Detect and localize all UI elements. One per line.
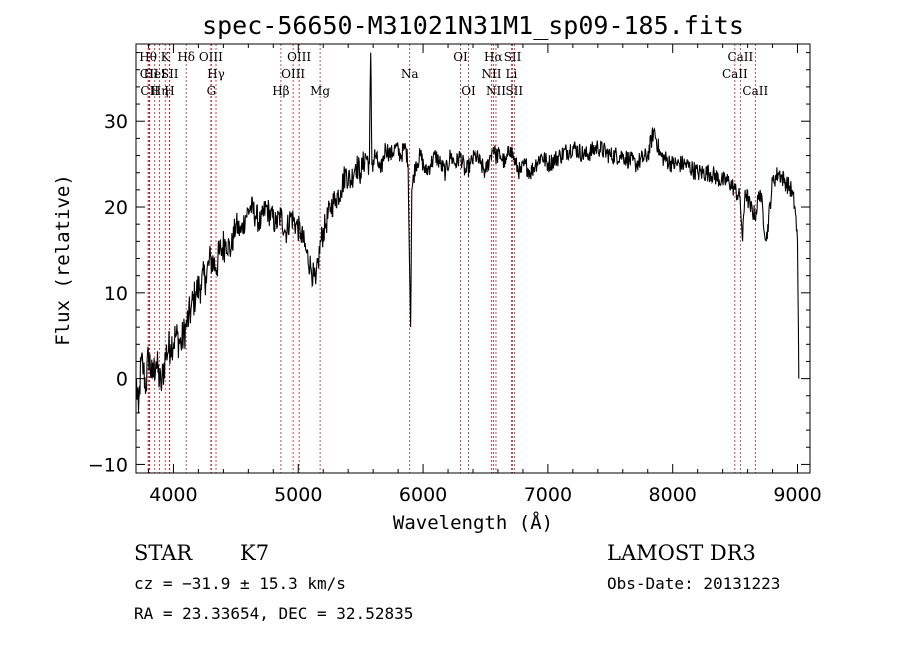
- spectral-line-label-27: CaII: [742, 84, 768, 98]
- redshift-velocity: cz = −31.9 ± 15.3 km/s: [134, 574, 346, 593]
- observation-date: Obs-Date: 20131223: [607, 574, 780, 593]
- y-tick-label-1: 0: [116, 369, 128, 391]
- x-axis-label: Wavelength (Å): [393, 511, 553, 534]
- spectral-line-label-19: Hα: [484, 50, 503, 64]
- survey-name: LAMOST DR3: [607, 541, 756, 565]
- subclass: K7: [240, 541, 269, 565]
- spectral-line-label-9: OIII: [199, 50, 223, 64]
- x-tick-label-0: 4000: [149, 484, 197, 506]
- spectral-line-label-22: SII: [504, 50, 522, 64]
- chart-title: spec-56650-M31021N31M1_sp09-185.fits: [202, 11, 744, 40]
- x-tick-label-2: 6000: [399, 484, 447, 506]
- y-axis-label: Flux (relative): [52, 174, 74, 346]
- flux-series-line: [135, 52, 800, 413]
- spectral-line-label-24: SII: [505, 84, 523, 98]
- y-tick-label-4: 30: [104, 111, 128, 133]
- spectral-line-label-0: Hθ: [139, 50, 157, 64]
- spectral-line-label-8: Hδ: [177, 50, 195, 64]
- spectral-line-label-5: K: [161, 50, 171, 64]
- spectral-line-label-13: OIII: [281, 67, 305, 81]
- spectral-line-label-23: Li: [506, 67, 518, 81]
- x-tick-label-4: 8000: [649, 484, 697, 506]
- spectral-line-label-3: HeI: [144, 67, 167, 81]
- y-tick-label-2: 10: [104, 283, 128, 305]
- spectral-line-label-12: OIII: [287, 50, 311, 64]
- spectral-line-label-17: OI: [453, 50, 468, 64]
- spectral-line-label-21: NII: [486, 84, 506, 98]
- spectral-line-label-20: NII: [481, 67, 501, 81]
- spectral-line-label-25: CaII: [727, 50, 753, 64]
- spectral-line-label-18: OI: [461, 84, 476, 98]
- axis-ticks: 4000 5000 6000 7000 8000 9000 −10 0 10 20 30: [88, 44, 822, 506]
- y-tick-label-3: 20: [104, 197, 128, 219]
- spectral-line-label-4: Hη: [151, 84, 169, 98]
- spectral-line-label-11: G: [207, 84, 217, 98]
- spectral-line-label-1: CII: [140, 67, 159, 81]
- coordinates: RA = 23.33654, DEC = 32.52835: [134, 604, 413, 623]
- spectral-line-label-7: H: [164, 84, 174, 98]
- plot-frame: [135, 43, 811, 474]
- spectral-line-label-6: SII: [161, 67, 179, 81]
- spectral-line-label-14: Hβ: [272, 84, 289, 98]
- y-tick-label-0: −10: [88, 454, 128, 476]
- spectral-line-label-10: Hγ: [207, 67, 225, 81]
- spectral-line-label-15: Mg: [310, 84, 330, 98]
- spectral-line-label-16: Na: [401, 67, 419, 81]
- x-tick-label-1: 5000: [274, 484, 322, 506]
- spectral-line-label-2: CII: [140, 84, 159, 98]
- x-tick-label-3: 7000: [524, 484, 572, 506]
- object-class: STAR: [134, 541, 193, 565]
- x-tick-label-5: 9000: [773, 484, 821, 506]
- spectral-line-markers: [147, 44, 756, 473]
- spectral-line-label-26: CaII: [722, 67, 748, 81]
